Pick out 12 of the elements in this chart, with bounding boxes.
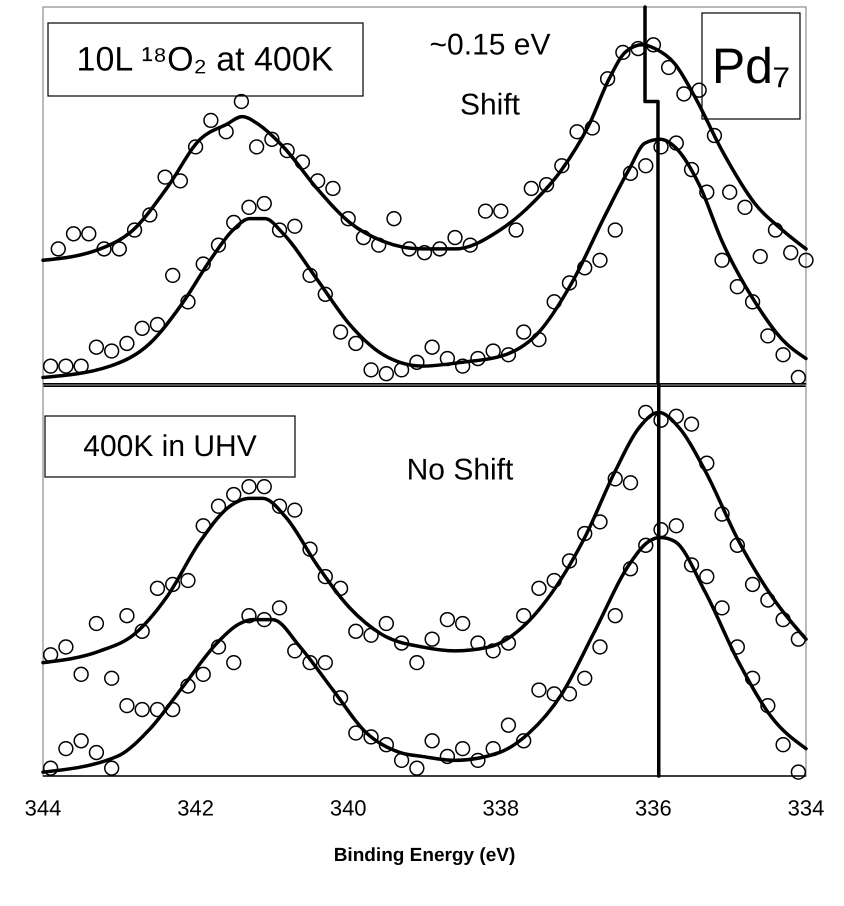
annotation: 10L ¹⁸O₂ at 400K [76,40,334,78]
annotation: 400K in UHV [83,430,257,463]
annotation: ~0.15 eV Shift [430,28,550,122]
x-tick-label: 334 [788,796,824,821]
annotation: No Shift [406,454,514,486]
x-axis-title: Binding Energy (eV) [334,845,516,866]
x-tick-label: 342 [177,796,214,821]
annotation: Pd₇ [712,38,790,94]
x-tick-label: 336 [635,796,672,821]
x-tick-label: 344 [24,796,62,821]
x-tick-label: 338 [482,796,520,821]
x-tick-label: 340 [330,796,367,821]
